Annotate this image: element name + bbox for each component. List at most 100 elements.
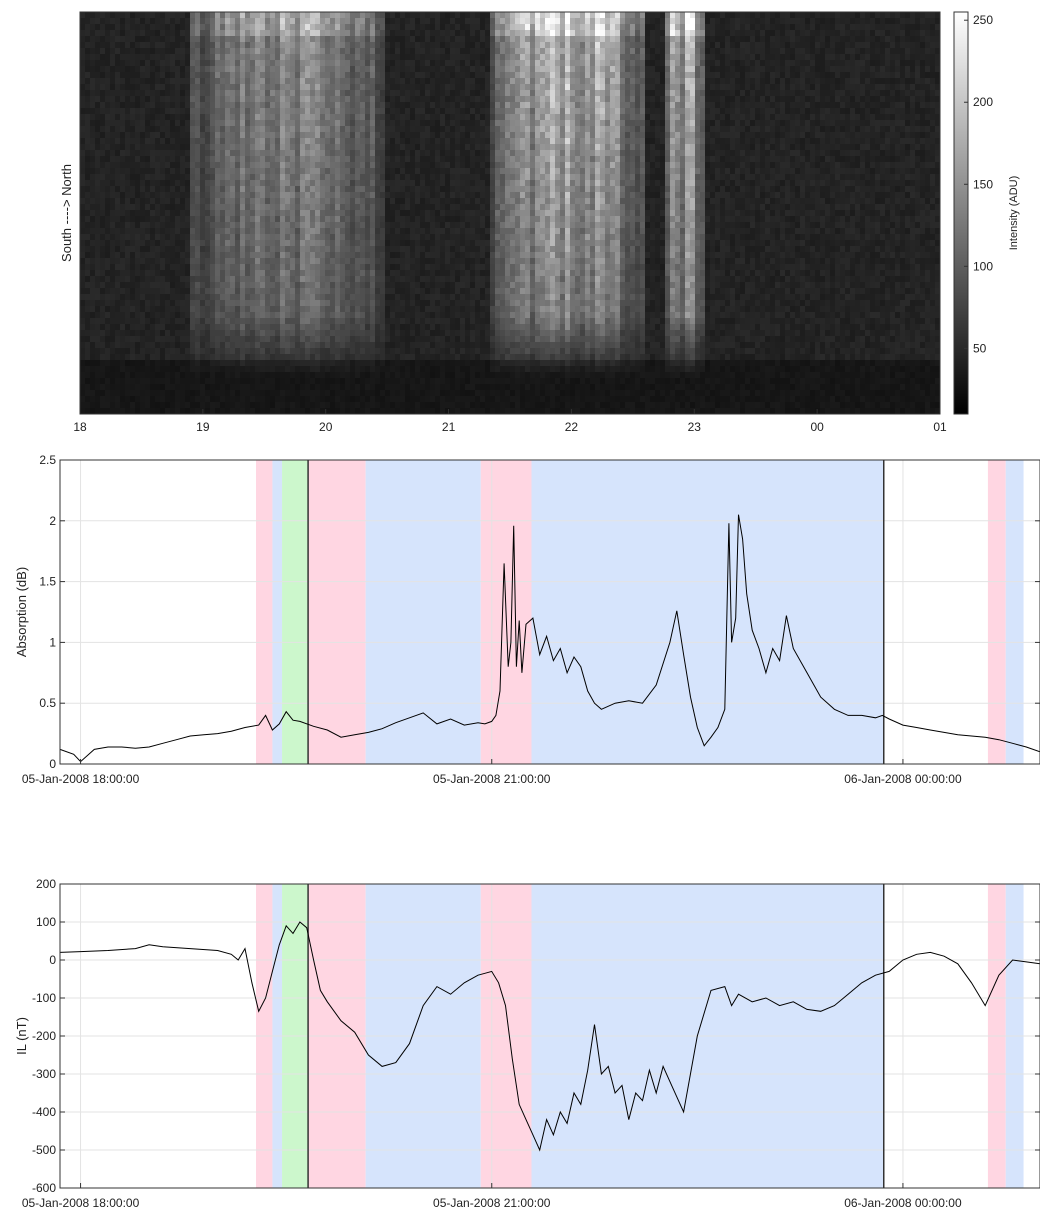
keogram-cell	[425, 138, 431, 145]
keogram-cell	[300, 342, 306, 349]
keogram-cell	[395, 234, 401, 241]
keogram-cell	[405, 354, 411, 361]
keogram-cell	[440, 174, 446, 181]
keogram-cell	[145, 24, 151, 31]
keogram-cell	[430, 270, 436, 277]
keogram-cell	[170, 186, 176, 193]
keogram-cell	[310, 132, 316, 139]
keogram-cell	[140, 186, 146, 193]
keogram-cell	[295, 246, 301, 253]
keogram-cell	[150, 402, 156, 409]
keogram-cell	[145, 240, 151, 247]
keogram-cell	[375, 240, 381, 247]
keogram-cell	[200, 54, 206, 61]
keogram-cell	[185, 54, 191, 61]
keogram-cell	[335, 384, 341, 391]
keogram-cell	[335, 12, 341, 19]
keogram-cell	[240, 288, 246, 295]
keogram-cell	[190, 126, 196, 133]
keogram-cell	[85, 138, 91, 145]
keogram-cell	[225, 90, 231, 97]
keogram-cell	[445, 186, 451, 193]
keogram-cell	[100, 216, 106, 223]
keogram-cell	[325, 114, 331, 121]
keogram-cell	[305, 348, 311, 355]
keogram-cell	[155, 228, 161, 235]
keogram-cell	[305, 96, 311, 103]
keogram-cell	[235, 90, 241, 97]
keogram-cell	[430, 66, 436, 73]
keogram-cell	[355, 174, 361, 181]
keogram-cell	[105, 216, 111, 223]
keogram-cell	[125, 114, 131, 121]
keogram-cell	[80, 408, 86, 415]
keogram-cell	[280, 42, 286, 49]
keogram-cell	[390, 102, 396, 109]
keogram-cell	[275, 288, 281, 295]
keogram-cell	[175, 84, 181, 91]
keogram-cell	[190, 330, 196, 337]
keogram-cell	[390, 18, 396, 25]
keogram-cell	[185, 342, 191, 349]
keogram-cell	[320, 336, 326, 343]
keogram-cell	[370, 228, 376, 235]
keogram-cell	[220, 78, 226, 85]
keogram-cell	[240, 150, 246, 157]
keogram-cell	[235, 144, 241, 151]
keogram-cell	[150, 48, 156, 55]
keogram-cell	[285, 132, 291, 139]
keogram-cell	[315, 24, 321, 31]
keogram-cell	[410, 156, 416, 163]
keogram-cell	[195, 30, 201, 37]
keogram-cell	[120, 36, 126, 43]
keogram-cell	[365, 216, 371, 223]
keogram-cell	[200, 384, 206, 391]
keogram-cell	[450, 168, 456, 175]
keogram-cell	[190, 150, 196, 157]
keogram-cell	[170, 270, 176, 277]
keogram-cell	[150, 246, 156, 253]
keogram-cell	[430, 390, 436, 397]
keogram-cell	[150, 120, 156, 127]
keogram-cell	[440, 96, 446, 103]
keogram-cell	[190, 276, 196, 283]
keogram-cell	[275, 294, 281, 301]
keogram-cell	[335, 192, 341, 199]
keogram-cell	[275, 360, 281, 367]
keogram-cell	[130, 360, 136, 367]
keogram-cell	[390, 408, 396, 415]
keogram-cell	[135, 246, 141, 253]
keogram-cell	[210, 330, 216, 337]
keogram-cell	[95, 390, 101, 397]
keogram-cell	[310, 36, 316, 43]
keogram-cell	[315, 102, 321, 109]
keogram-cell	[310, 336, 316, 343]
keogram-cell	[240, 270, 246, 277]
keogram-cell	[320, 138, 326, 145]
keogram-cell	[205, 348, 211, 355]
keogram-cell	[430, 198, 436, 205]
keogram-cell	[305, 24, 311, 31]
keogram-cell	[335, 252, 341, 259]
keogram-cell	[340, 144, 346, 151]
keogram-cell	[410, 120, 416, 127]
keogram-cell	[115, 348, 121, 355]
keogram-cell	[445, 36, 451, 43]
keogram-cell	[240, 306, 246, 313]
keogram-cell	[405, 204, 411, 211]
keogram-cell	[290, 264, 296, 271]
keogram-cell	[370, 276, 376, 283]
keogram-cell	[420, 72, 426, 79]
keogram-cell	[215, 402, 221, 409]
keogram-cell	[115, 306, 121, 313]
keogram-cell	[190, 12, 196, 19]
keogram-cell	[325, 306, 331, 313]
keogram-cell	[190, 132, 196, 139]
keogram-cell	[220, 264, 226, 271]
keogram-cell	[165, 408, 171, 415]
keogram-cell	[440, 264, 446, 271]
keogram-cell	[245, 132, 251, 139]
keogram-cell	[195, 60, 201, 67]
keogram-cell	[110, 150, 116, 157]
keogram-cell	[165, 198, 171, 205]
